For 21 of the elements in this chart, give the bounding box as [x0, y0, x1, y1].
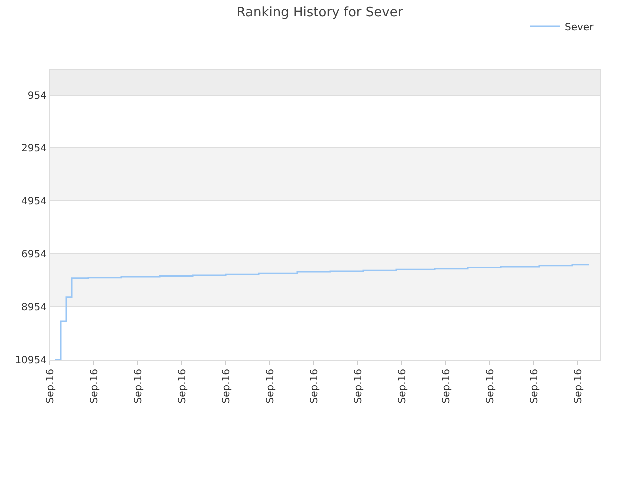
x-tick-label: Sep.16 [265, 369, 276, 404]
y-tick-label: 6954 [22, 250, 47, 261]
x-tick-label: Sep.16 [529, 369, 540, 404]
chart-title: Ranking History for Sever [236, 5, 404, 20]
x-tick-label: Sep.16 [221, 369, 232, 404]
y-tick-label: 954 [28, 90, 47, 102]
y-tick-label: 2954 [22, 144, 47, 155]
x-tick-label: Sep.16 [353, 369, 364, 404]
x-tick-label: Sep.16 [397, 369, 408, 404]
x-tick-label: Sep.16 [573, 369, 584, 404]
x-tick-label: Sep.16 [441, 369, 452, 404]
legend-label: Sever [565, 22, 595, 34]
x-tick-label: Sep.16 [309, 369, 320, 404]
y-tick-label: 8954 [22, 302, 47, 314]
x-tick-label: Sep.16 [45, 369, 56, 404]
x-tick-label: Sep.16 [133, 369, 144, 404]
x-tick-label: Sep.16 [177, 369, 188, 404]
x-tick-label: Sep.16 [89, 369, 100, 404]
x-tick-label: Sep.16 [485, 369, 496, 404]
y-tick-label: 4954 [22, 196, 47, 208]
y-tick-label: 10954 [15, 356, 47, 366]
